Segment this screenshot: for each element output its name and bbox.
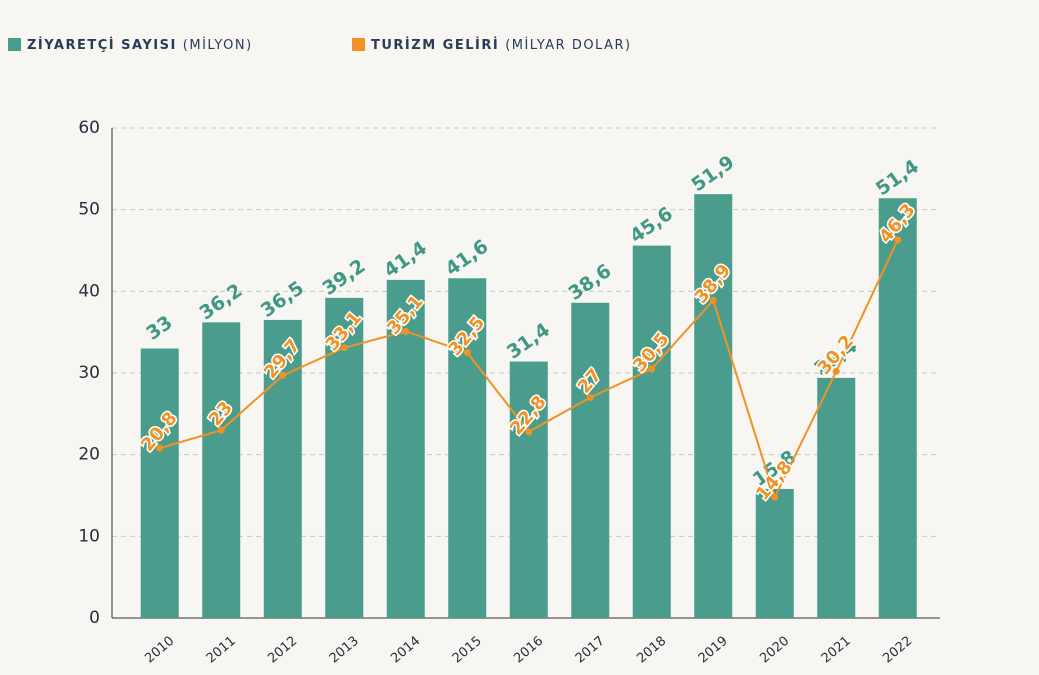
y-tick-label: 30: [78, 363, 100, 383]
legend-name: ZİYARETÇİ SAYISI: [27, 37, 177, 53]
x-tick-label: 2010: [142, 634, 177, 667]
y-tick-label: 50: [78, 200, 100, 220]
legend-swatch: [352, 38, 365, 51]
x-tick-label: 2013: [327, 634, 362, 667]
legend-unit: (MİLYON): [183, 37, 253, 53]
legend-label: ZİYARETÇİ SAYISI (MİLYON): [27, 37, 253, 53]
bar-value-label: 36,2: [195, 279, 246, 324]
bar: [202, 322, 241, 618]
legend-name: TURİZM GELİRİ: [371, 37, 499, 53]
bar: [694, 194, 733, 618]
x-tick-label: 2015: [450, 634, 485, 667]
bar-value-label: 31,4: [503, 319, 554, 364]
y-tick-label: 60: [78, 118, 100, 138]
x-tick-label: 2017: [573, 634, 608, 667]
bar-value-label: 38,6: [564, 260, 615, 305]
bar: [325, 297, 364, 618]
bar-value-label: 41,6: [441, 235, 492, 280]
y-tick-label: 0: [89, 608, 100, 628]
bar: [509, 361, 548, 618]
bar: [878, 198, 917, 618]
bar: [817, 377, 856, 618]
x-tick-label: 2016: [511, 634, 546, 667]
line-point: [709, 296, 717, 304]
bar-value-label: 36,5: [257, 277, 308, 322]
line-point: [217, 426, 225, 434]
bar-value-label: 51,4: [872, 155, 923, 200]
line-point: [648, 365, 656, 373]
x-tick-label: 2011: [204, 634, 239, 667]
x-tick-label: 2020: [757, 634, 792, 667]
bar-value-label: 41,4: [380, 237, 431, 282]
y-tick-label: 20: [78, 445, 100, 465]
bar-value-label: 39,2: [318, 255, 369, 300]
line-point: [894, 236, 902, 244]
x-tick-label: 2021: [819, 634, 854, 667]
line-point: [586, 394, 594, 401]
bar: [571, 302, 610, 618]
y-tick-label: 10: [78, 526, 100, 546]
line-point: [340, 344, 348, 352]
line-point: [279, 371, 287, 379]
bar: [448, 278, 487, 618]
line-point: [771, 493, 779, 501]
x-tick-label: 2018: [634, 634, 669, 667]
line-point: [463, 349, 471, 357]
x-tick-label: 2014: [388, 634, 423, 667]
bar: [632, 245, 671, 618]
y-tick-label: 40: [78, 281, 100, 301]
x-tick-label: 2012: [265, 634, 300, 667]
bar: [140, 348, 179, 618]
bar-value-label: 51,9: [687, 151, 738, 196]
x-tick-label: 2019: [696, 634, 731, 667]
line-point: [525, 428, 533, 436]
legend-label: TURİZM GELİRİ (MİLYAR DOLAR): [371, 37, 632, 53]
x-tick-label: 2022: [880, 634, 915, 667]
legend-unit: (MİLYAR DOLAR): [505, 37, 631, 53]
bar: [755, 488, 794, 618]
legend-swatch: [8, 38, 21, 51]
line-point: [402, 327, 410, 335]
line-point: [156, 444, 164, 452]
line-point: [832, 367, 840, 375]
bar-value-label: 45,6: [626, 203, 677, 248]
bar-value-label: 33: [142, 311, 176, 344]
